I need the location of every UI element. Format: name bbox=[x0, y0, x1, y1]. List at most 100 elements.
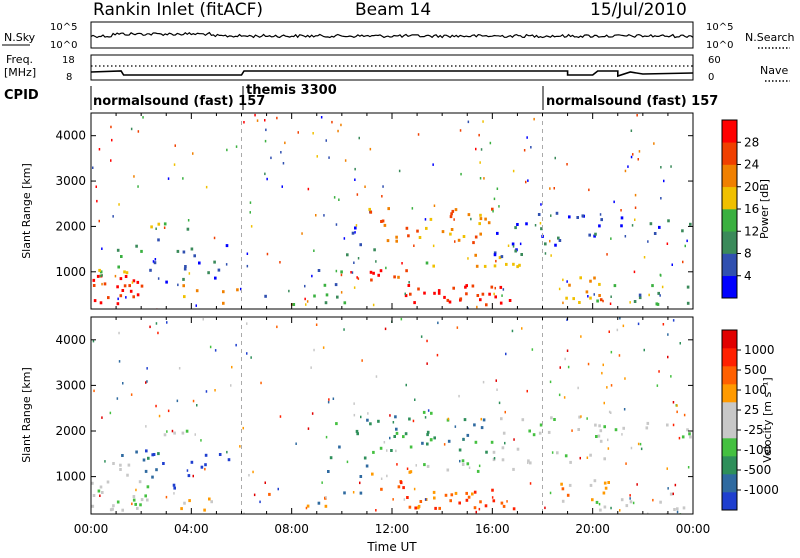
heatmap-cell bbox=[651, 284, 654, 288]
heatmap-cell bbox=[192, 152, 194, 155]
heatmap-cell bbox=[578, 301, 581, 304]
heatmap-cell bbox=[125, 271, 129, 275]
heatmap-cell bbox=[514, 226, 517, 230]
heatmap-cell bbox=[610, 506, 612, 510]
heatmap-cell bbox=[131, 502, 133, 506]
heatmap-cell bbox=[361, 359, 363, 362]
heatmap-cell bbox=[405, 226, 409, 230]
heatmap-cell bbox=[393, 435, 396, 438]
heatmap-cell bbox=[673, 508, 676, 511]
heatmap-cell bbox=[498, 401, 501, 405]
heatmap-cell bbox=[634, 206, 637, 209]
power-heatmap-cells bbox=[92, 113, 693, 309]
heatmap-cell bbox=[307, 187, 310, 191]
heatmap-cell bbox=[354, 231, 356, 234]
heatmap-cell bbox=[230, 384, 232, 387]
heatmap-cell bbox=[101, 491, 104, 494]
heatmap-cell bbox=[328, 156, 330, 159]
heatmap-cell bbox=[464, 285, 467, 289]
nsky-left-tick-bottom: 10^0 bbox=[50, 40, 77, 51]
heatmap-cell bbox=[152, 453, 156, 456]
heatmap-cell bbox=[157, 277, 160, 280]
heatmap-cell bbox=[550, 214, 552, 217]
heatmap-cell bbox=[593, 479, 597, 483]
heatmap-cell bbox=[487, 221, 491, 225]
colorbar-tick-label: -1000 bbox=[744, 483, 779, 497]
heatmap-cell bbox=[242, 426, 244, 430]
heatmap-cell bbox=[306, 504, 310, 508]
heatmap-cell bbox=[200, 439, 202, 442]
heatmap-cell bbox=[351, 271, 354, 274]
heatmap-cell bbox=[140, 284, 144, 288]
heatmap-cell bbox=[465, 491, 468, 495]
heatmap-cell bbox=[637, 322, 640, 326]
heatmap-cell bbox=[315, 323, 318, 326]
heatmap-cell bbox=[599, 439, 603, 443]
heatmap-cell bbox=[147, 456, 150, 460]
heatmap-cell bbox=[356, 276, 358, 279]
colorbar-swatch bbox=[722, 456, 737, 475]
heatmap-cell bbox=[471, 284, 475, 288]
heatmap-cell bbox=[395, 235, 398, 239]
heatmap-cell bbox=[363, 456, 367, 460]
heatmap-cell bbox=[432, 490, 436, 494]
heatmap-cell bbox=[624, 235, 627, 238]
heatmap-cell bbox=[433, 496, 436, 500]
heatmap-cell bbox=[101, 282, 103, 286]
heatmap-cell bbox=[643, 256, 646, 259]
heatmap-cell bbox=[491, 496, 494, 499]
heatmap-cell bbox=[327, 470, 330, 473]
heatmap-cell bbox=[484, 217, 487, 221]
heatmap-cell bbox=[295, 442, 297, 445]
heatmap-cell bbox=[637, 442, 640, 446]
heatmap-cell bbox=[538, 431, 542, 435]
heatmap-cell bbox=[602, 299, 604, 303]
velocity-colorbar-label: Velocity [m s⁻¹] bbox=[761, 377, 774, 462]
colorbar-swatch bbox=[722, 164, 737, 188]
heatmap-cell bbox=[580, 415, 582, 418]
heatmap-cell bbox=[226, 450, 228, 454]
heatmap-cell bbox=[250, 356, 252, 359]
heatmap-cell bbox=[195, 304, 197, 307]
heatmap-cell bbox=[599, 298, 603, 302]
heatmap-cell bbox=[404, 432, 408, 436]
heatmap-cell bbox=[280, 151, 282, 154]
colorbar-swatch bbox=[722, 231, 737, 254]
heatmap-cell bbox=[434, 506, 437, 510]
colorbar-swatch bbox=[722, 120, 737, 143]
heatmap-cell bbox=[468, 466, 471, 469]
heatmap-cell bbox=[99, 494, 101, 497]
heatmap-cell bbox=[118, 360, 121, 363]
power-colorbar: 28 24 20 16 12 8 4 Power [dB] bbox=[721, 119, 771, 299]
heatmap-cell bbox=[601, 371, 603, 375]
heatmap-cell bbox=[202, 318, 204, 321]
heatmap-cell bbox=[512, 262, 515, 266]
heatmap-cell bbox=[397, 275, 400, 279]
heatmap-cell bbox=[523, 149, 526, 152]
heatmap-cell bbox=[328, 398, 330, 401]
heatmap-cell bbox=[408, 505, 412, 509]
heatmap-cell bbox=[137, 130, 140, 133]
heatmap-cell bbox=[383, 441, 386, 444]
nsearch-label: N.Search bbox=[745, 31, 795, 44]
heatmap-cell bbox=[304, 284, 306, 288]
heatmap-cell bbox=[373, 248, 376, 252]
heatmap-cell bbox=[235, 145, 238, 148]
heatmap-cell bbox=[116, 302, 120, 306]
heatmap-cell bbox=[99, 301, 103, 305]
heatmap-cell bbox=[554, 156, 556, 160]
heatmap-cell bbox=[130, 393, 133, 396]
power-panel: 1000 2000 3000 4000 Slant Range [km] bbox=[20, 112, 694, 310]
heatmap-cell bbox=[602, 363, 604, 367]
heatmap-cell bbox=[250, 225, 253, 228]
heatmap-cell bbox=[603, 505, 607, 509]
heatmap-cell bbox=[444, 493, 448, 497]
heatmap-cell bbox=[132, 498, 136, 502]
heatmap-cell bbox=[576, 216, 579, 219]
heatmap-cell bbox=[449, 232, 452, 236]
heatmap-cell bbox=[316, 155, 318, 158]
heatmap-cell bbox=[188, 499, 191, 503]
heatmap-cell bbox=[482, 120, 484, 123]
heatmap-cell bbox=[449, 215, 453, 219]
heatmap-cell bbox=[331, 120, 333, 124]
